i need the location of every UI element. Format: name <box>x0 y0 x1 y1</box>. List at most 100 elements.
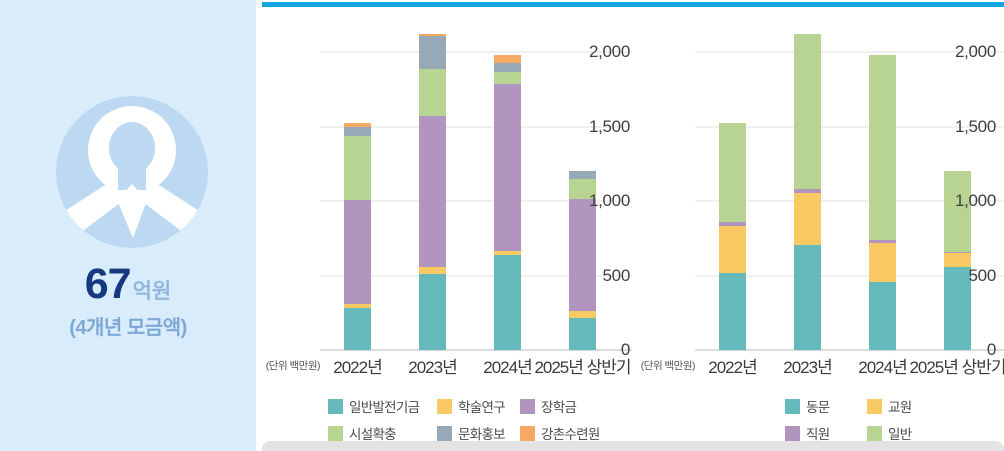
stacked-bar-2025년 상반기 <box>944 171 971 350</box>
bar-segment-교원 <box>944 253 971 267</box>
x-tick-label: 2024년 <box>483 358 532 377</box>
bar-segment-장학금 <box>569 198 596 312</box>
legend-label: 교원 <box>888 400 912 415</box>
plot-area <box>320 15 632 351</box>
legend-label: 문화홍보 <box>458 427 506 442</box>
x-tick-label: 2025년 상반기 <box>909 358 1004 377</box>
bar-segment-시설확충 <box>569 178 596 199</box>
legend-item-문화홍보: 문화홍보 <box>437 423 520 443</box>
bar-segment-일반 <box>794 34 821 190</box>
bar-segment-교원 <box>719 226 746 274</box>
legend-swatch <box>867 425 882 441</box>
legend-label: 일반발전기금 <box>349 400 420 415</box>
bar-segment-학술연구 <box>569 311 596 318</box>
unit-label: (단위 백만원) <box>640 360 696 372</box>
top-accent-bar <box>262 2 1004 7</box>
total-amount-unit: 억원 <box>132 280 172 303</box>
x-tick-label: 2022년 <box>708 358 757 377</box>
gridline <box>695 200 1004 203</box>
stacked-bar-2025년 상반기 <box>569 171 596 350</box>
legend-label: 학술연구 <box>458 400 506 415</box>
bar-segment-문화홍보 <box>419 35 446 70</box>
y-tick-label: 1,500 <box>588 116 630 136</box>
legend-label: 장학금 <box>541 400 577 415</box>
x-tick-label: 2024년 <box>858 358 907 377</box>
gridline <box>695 274 1004 277</box>
legend-swatch <box>520 398 535 414</box>
bar-segment-일반 <box>944 171 971 253</box>
y-tick-label: 2,000 <box>588 42 630 62</box>
legend-swatch <box>520 425 535 441</box>
gridline <box>320 51 632 54</box>
legend-label: 직원 <box>806 427 830 442</box>
bar-segment-직원 <box>869 239 896 243</box>
y-tick-label: 500 <box>602 265 631 285</box>
total-amount: 67억원 <box>0 260 256 309</box>
legend-item-시설확충: 시설확충 <box>328 423 437 443</box>
stacked-bar-2022년 <box>344 122 371 350</box>
legend-label: 일반 <box>888 427 912 442</box>
plot-area <box>695 15 1004 351</box>
fund-by-purpose-chart: (단위 백만원) 2022년 2023년 2024년 2025년 상반기 일반발전기금… <box>262 0 638 451</box>
summary-panel: 67억원 (4개년 모금액) <box>0 0 256 451</box>
stacked-bar-2023년 <box>419 34 446 350</box>
x-tick-label: 2023년 <box>783 358 832 377</box>
x-tick-label: 2023년 <box>408 358 457 377</box>
legend-label: 동문 <box>806 400 830 415</box>
gridline <box>320 200 632 203</box>
bar-segment-동문 <box>719 273 746 350</box>
bar-segment-문화홍보 <box>569 171 596 179</box>
bar-segment-장학금 <box>344 199 371 304</box>
legend-swatch <box>328 425 343 441</box>
legend-item-강촌수련원: 강촌수련원 <box>520 423 600 443</box>
bar-segment-일반발전기금 <box>419 274 446 350</box>
legend-item-일반발전기금: 일반발전기금 <box>328 396 437 416</box>
stacked-bar-2024년 <box>494 55 521 350</box>
gridline <box>695 125 1004 128</box>
person-icon <box>56 96 208 248</box>
legend-item-동문: 동문 <box>785 396 867 416</box>
y-tick-label: 1,000 <box>588 191 630 211</box>
stacked-bar-2022년 <box>719 122 746 350</box>
y-tick-label: 500 <box>968 265 997 285</box>
bar-segment-직원 <box>944 252 971 254</box>
bar-segment-학술연구 <box>344 303 371 308</box>
stacked-bar-2023년 <box>794 34 821 350</box>
bar-segment-일반발전기금 <box>569 318 596 350</box>
legend-item-일반: 일반 <box>867 423 912 443</box>
bar-segment-일반 <box>869 55 896 240</box>
bar-segment-문화홍보 <box>344 126 371 136</box>
legend-swatch <box>328 398 343 414</box>
legend-swatch <box>785 425 800 441</box>
y-tick-label: 0 <box>620 340 630 359</box>
bar-segment-동문 <box>869 282 896 350</box>
bar-segment-교원 <box>869 242 896 283</box>
y-tick-label: 1,500 <box>954 116 996 136</box>
bar-segment-시설확충 <box>344 135 371 200</box>
bar-segment-일반 <box>719 122 746 222</box>
legend-item-장학금: 장학금 <box>520 396 600 416</box>
bar-segment-강촌수련원 <box>494 55 521 63</box>
bar-segment-문화홍보 <box>494 62 521 72</box>
legend-item-교원: 교원 <box>867 396 912 416</box>
x-axis-line <box>320 349 632 351</box>
legend-item-학술연구: 학술연구 <box>437 396 520 416</box>
x-tick-label: 2025년 상반기 <box>534 358 631 377</box>
x-tick-label: 2022년 <box>333 358 382 377</box>
gridline <box>320 125 632 128</box>
bottom-divider-bar <box>262 441 1004 451</box>
bar-segment-직원 <box>719 221 746 227</box>
x-axis-line <box>695 349 1004 351</box>
gridline <box>695 51 1004 54</box>
total-amount-value: 67 <box>84 260 132 308</box>
legend-swatch <box>437 398 452 414</box>
unit-label: (단위 백만원) <box>265 360 321 372</box>
legend-label: 강촌수련원 <box>541 427 600 442</box>
legend-swatch <box>437 425 452 441</box>
total-amount-caption: (4개년 모금액) <box>69 317 187 339</box>
bar-segment-동문 <box>944 266 971 350</box>
